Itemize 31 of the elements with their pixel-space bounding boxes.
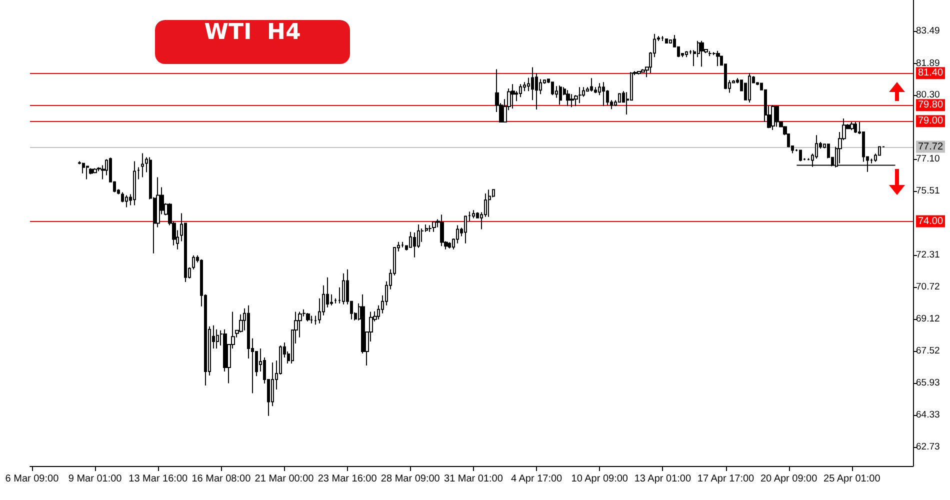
y-tick-label: 75.51 — [916, 186, 940, 197]
ref-line-label: 79.00 — [918, 116, 944, 127]
x-tick-label: 31 Mar 01:00 — [444, 474, 504, 484]
ref-line-label: 77.72 — [918, 141, 944, 152]
x-tick-label: 9 Mar 01:00 — [68, 474, 122, 484]
x-tick-label: 25 Apr 01:00 — [824, 474, 881, 484]
x-tick-label: 16 Mar 08:00 — [192, 474, 252, 484]
y-tick-label: 62.73 — [916, 441, 940, 452]
ref-line-label: 81.40 — [918, 68, 944, 79]
y-tick-label: 64.33 — [916, 409, 940, 420]
x-tick-label: 6 Mar 09:00 — [5, 474, 60, 484]
y-tick-label: 65.93 — [916, 377, 940, 388]
ref-line-label: 79.80 — [918, 100, 944, 111]
x-tick-label: 21 Mar 00:00 — [254, 474, 314, 484]
y-tick-label: 83.49 — [916, 26, 940, 37]
y-tick-label: 80.30 — [916, 90, 940, 101]
x-tick-label: 17 Apr 17:00 — [697, 474, 755, 484]
y-tick-label: 70.72 — [916, 281, 940, 292]
x-tick-label: 23 Mar 16:00 — [318, 474, 378, 484]
y-tick-label: 77.10 — [916, 154, 940, 165]
y-tick-label: 72.31 — [916, 250, 940, 261]
x-tick-label: 28 Mar 09:00 — [380, 474, 440, 484]
x-tick-label: 13 Apr 01:00 — [634, 474, 692, 484]
y-tick-label: 67.52 — [916, 346, 940, 357]
x-tick-label: 10 Apr 09:00 — [571, 474, 628, 484]
y-tick-label: 81.89 — [916, 58, 940, 69]
x-tick-label: 20 Apr 09:00 — [760, 474, 818, 484]
x-tick-label: 13 Mar 16:00 — [128, 474, 188, 484]
ref-line-label: 74.00 — [918, 216, 944, 227]
y-tick-label: 69.12 — [916, 314, 940, 325]
x-tick-label: 4 Apr 17:00 — [510, 474, 563, 484]
